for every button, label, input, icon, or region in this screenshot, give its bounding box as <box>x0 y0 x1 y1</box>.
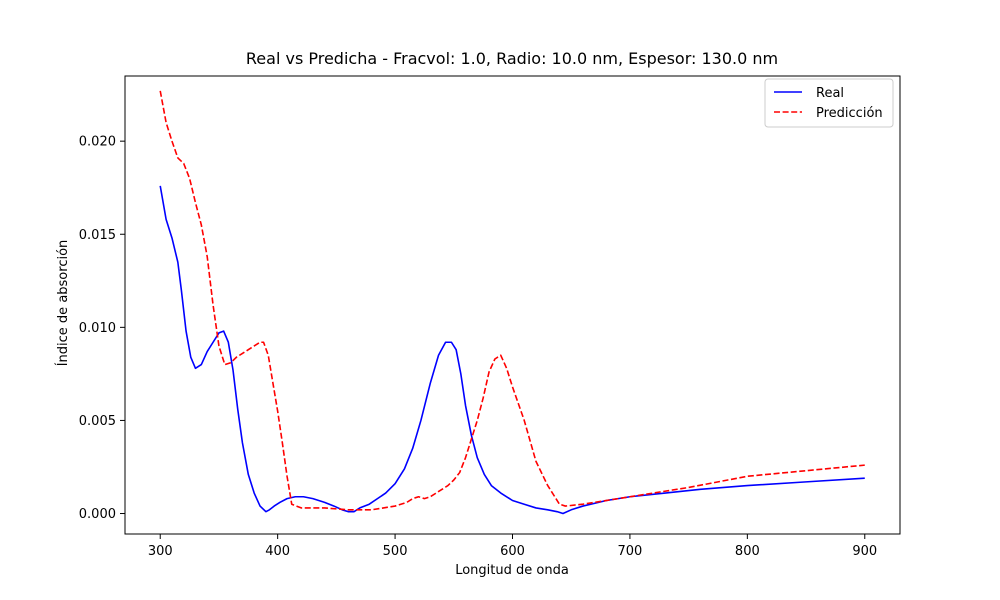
legend: Real Predicción <box>764 78 894 128</box>
legend-label-prediccion: Predicción <box>816 106 883 121</box>
legend-label-real: Real <box>816 86 844 101</box>
y-tick-label: 0.000 <box>79 507 116 522</box>
y-tick-label: 0.005 <box>79 414 116 429</box>
chart-title: Real vs Predicha - Fracvol: 1.0, Radio: … <box>246 49 778 68</box>
x-tick-label: 800 <box>735 544 760 559</box>
x-tick-label: 400 <box>265 544 290 559</box>
x-tick-label: 900 <box>852 544 877 559</box>
x-axis-label: Longitud de onda <box>455 563 569 578</box>
y-tick-label: 0.015 <box>79 228 116 243</box>
x-tick-label: 600 <box>500 544 525 559</box>
plot-layer <box>159 90 865 515</box>
x-tick-label: 500 <box>383 544 408 559</box>
series-line-prediccion <box>159 90 865 511</box>
axes-layer: 300 400 500 600 700 800 900 0.000 0.005 0.010 0.01… <box>79 75 901 559</box>
legend-box <box>764 78 894 128</box>
series-line-real <box>159 185 865 515</box>
y-tick-label: 0.010 <box>79 321 116 336</box>
x-tick-label: 300 <box>148 544 173 559</box>
y-axis-label: Índice de absorción <box>55 240 71 367</box>
y-tick-label: 0.020 <box>79 135 116 150</box>
x-tick-label: 700 <box>618 544 643 559</box>
